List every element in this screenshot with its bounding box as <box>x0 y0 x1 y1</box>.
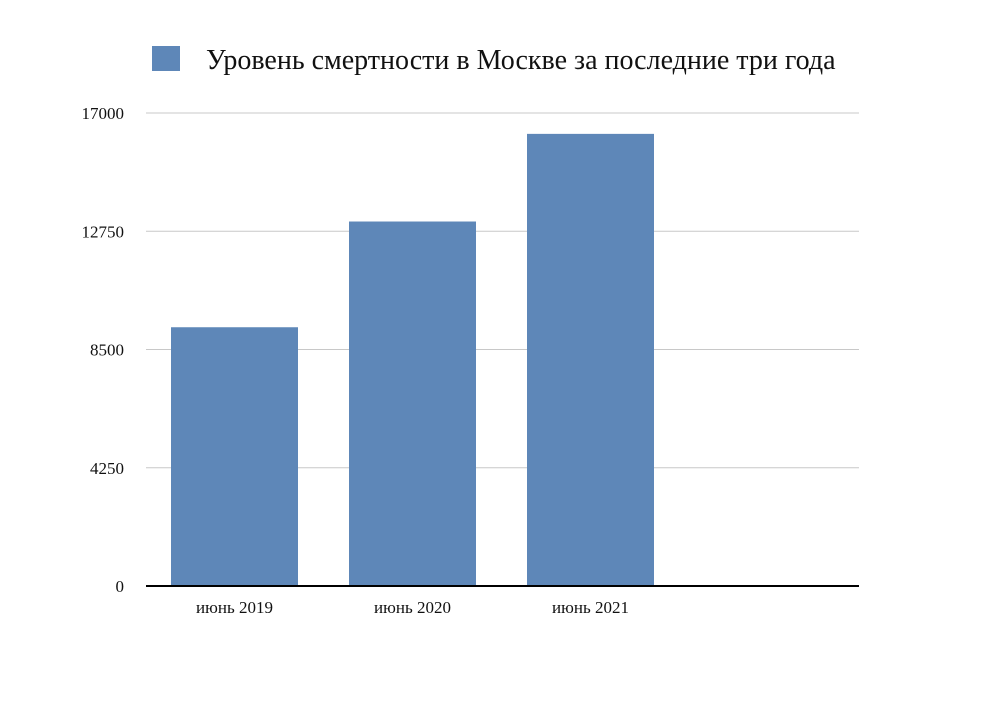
x-tick-label: июнь 2021 <box>552 598 629 617</box>
y-tick-label: 17000 <box>82 104 125 123</box>
y-tick-label: 0 <box>116 577 125 596</box>
legend-swatch <box>152 46 180 71</box>
y-axis-ticks: 0 4250 8500 12750 17000 <box>82 104 125 596</box>
x-tick-label: июнь 2019 <box>196 598 273 617</box>
y-tick-label: 8500 <box>90 341 124 360</box>
x-tick-label: июнь 2020 <box>374 598 451 617</box>
bar-1 <box>171 327 298 586</box>
y-tick-label: 4250 <box>90 459 124 478</box>
bar-2 <box>349 221 476 586</box>
y-tick-label: 12750 <box>82 222 125 241</box>
x-axis-labels: июнь 2019 июнь 2020 июнь 2021 <box>196 598 629 617</box>
legend-label: Уровень смертности в Москве за последние… <box>206 45 836 76</box>
bars <box>171 133 654 586</box>
legend: Уровень смертности в Москве за последние… <box>152 45 836 76</box>
bar-3 <box>527 133 654 586</box>
